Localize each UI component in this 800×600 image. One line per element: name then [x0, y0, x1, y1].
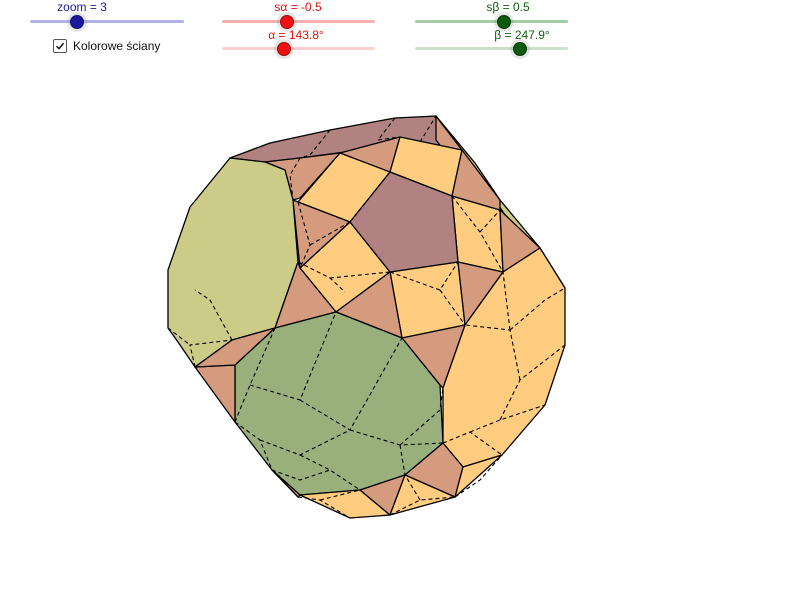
alpha-slider-label: α = 143.8° — [268, 28, 324, 42]
checkmark-icon — [55, 42, 65, 50]
face-tan-lower-left — [194, 364, 236, 423]
face-tan-lower-left-2 — [194, 327, 276, 368]
s-beta-slider-label: sβ = 0.5 — [486, 0, 530, 14]
beta-slider-label: β = 247.9° — [494, 28, 550, 42]
alpha-slider-track[interactable] — [222, 47, 375, 50]
zoom-slider-track[interactable] — [30, 20, 184, 23]
s-beta-slider-knob[interactable] — [497, 15, 511, 29]
hidden-edges — [167, 115, 566, 519]
zoom-slider-label: zoom = 3 — [57, 0, 107, 14]
s-beta-slider-track[interactable] — [415, 20, 568, 23]
alpha-slider-knob[interactable] — [277, 42, 291, 56]
colored-faces-checkbox[interactable] — [53, 39, 67, 53]
s-alpha-slider-track[interactable] — [222, 20, 375, 23]
face-orange-bottom-2 — [389, 474, 456, 516]
face-tan-bottom-1 — [271, 469, 301, 498]
face-orange-bottom-3 — [454, 454, 503, 498]
s-alpha-slider-knob[interactable] — [280, 15, 294, 29]
colored-faces-checkbox-row[interactable]: Kolorowe ściany — [53, 38, 160, 54]
s-alpha-slider-label: sα = -0.5 — [274, 0, 322, 14]
beta-slider-knob[interactable] — [513, 42, 527, 56]
colored-faces-checkbox-label: Kolorowe ściany — [73, 39, 161, 53]
face-orange-5 — [389, 261, 466, 339]
zoom-slider-knob[interactable] — [70, 15, 84, 29]
face-center-mauve — [349, 171, 459, 273]
beta-slider-track[interactable] — [415, 47, 568, 50]
